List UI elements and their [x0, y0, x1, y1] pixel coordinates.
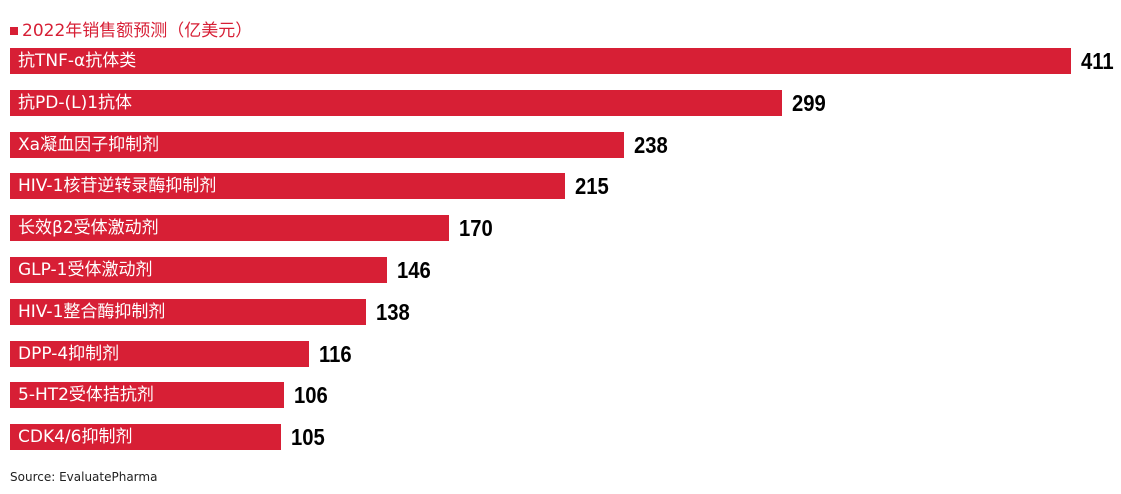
bar: CDK4/6抑制剂 — [10, 424, 281, 450]
bar-value-label: 105 — [291, 424, 325, 450]
bar: HIV-1核苷逆转录酶抑制剂 — [10, 173, 565, 199]
bar-value-label: 299 — [792, 90, 826, 116]
bar-category-label: 抗PD-(L)1抗体 — [18, 93, 133, 113]
bar-category-label: 5-HT2受体拮抗剂 — [18, 385, 154, 405]
bar: 长效β2受体激动剂 — [10, 215, 449, 241]
bar-value-label: 138 — [376, 299, 410, 325]
bar: GLP-1受体激动剂 — [10, 257, 387, 283]
bar-category-label: DPP-4抑制剂 — [18, 344, 120, 364]
bar-category-label: Xa凝血因子抑制剂 — [18, 135, 160, 155]
bar-value-label: 146 — [397, 257, 431, 283]
legend: 2022年销售额预测（亿美元） — [10, 20, 252, 42]
bar-value-label: 215 — [575, 173, 609, 199]
source-note: Source: EvaluatePharma — [10, 470, 158, 484]
bar-value-label: 116 — [319, 341, 352, 367]
bar: 抗TNF-α抗体类 — [10, 48, 1071, 74]
bar-category-label: HIV-1核苷逆转录酶抑制剂 — [18, 176, 217, 196]
bar-category-label: 长效β2受体激动剂 — [18, 218, 159, 238]
bar-value-label: 238 — [634, 132, 668, 158]
bar-category-label: 抗TNF-α抗体类 — [18, 51, 137, 71]
bar-value-label: 411 — [1081, 48, 1114, 74]
bar-category-label: HIV-1整合酶抑制剂 — [18, 302, 166, 322]
bar: 5-HT2受体拮抗剂 — [10, 382, 284, 408]
bar: 抗PD-(L)1抗体 — [10, 90, 782, 116]
bar-category-label: GLP-1受体激动剂 — [18, 260, 153, 280]
legend-label: 2022年销售额预测（亿美元） — [22, 21, 253, 41]
bar-value-label: 106 — [294, 382, 328, 408]
bar-value-label: 170 — [459, 215, 493, 241]
bar: HIV-1整合酶抑制剂 — [10, 299, 366, 325]
bar-category-label: CDK4/6抑制剂 — [18, 427, 133, 447]
bar: DPP-4抑制剂 — [10, 341, 309, 367]
bar: Xa凝血因子抑制剂 — [10, 132, 624, 158]
legend-swatch — [10, 27, 18, 35]
